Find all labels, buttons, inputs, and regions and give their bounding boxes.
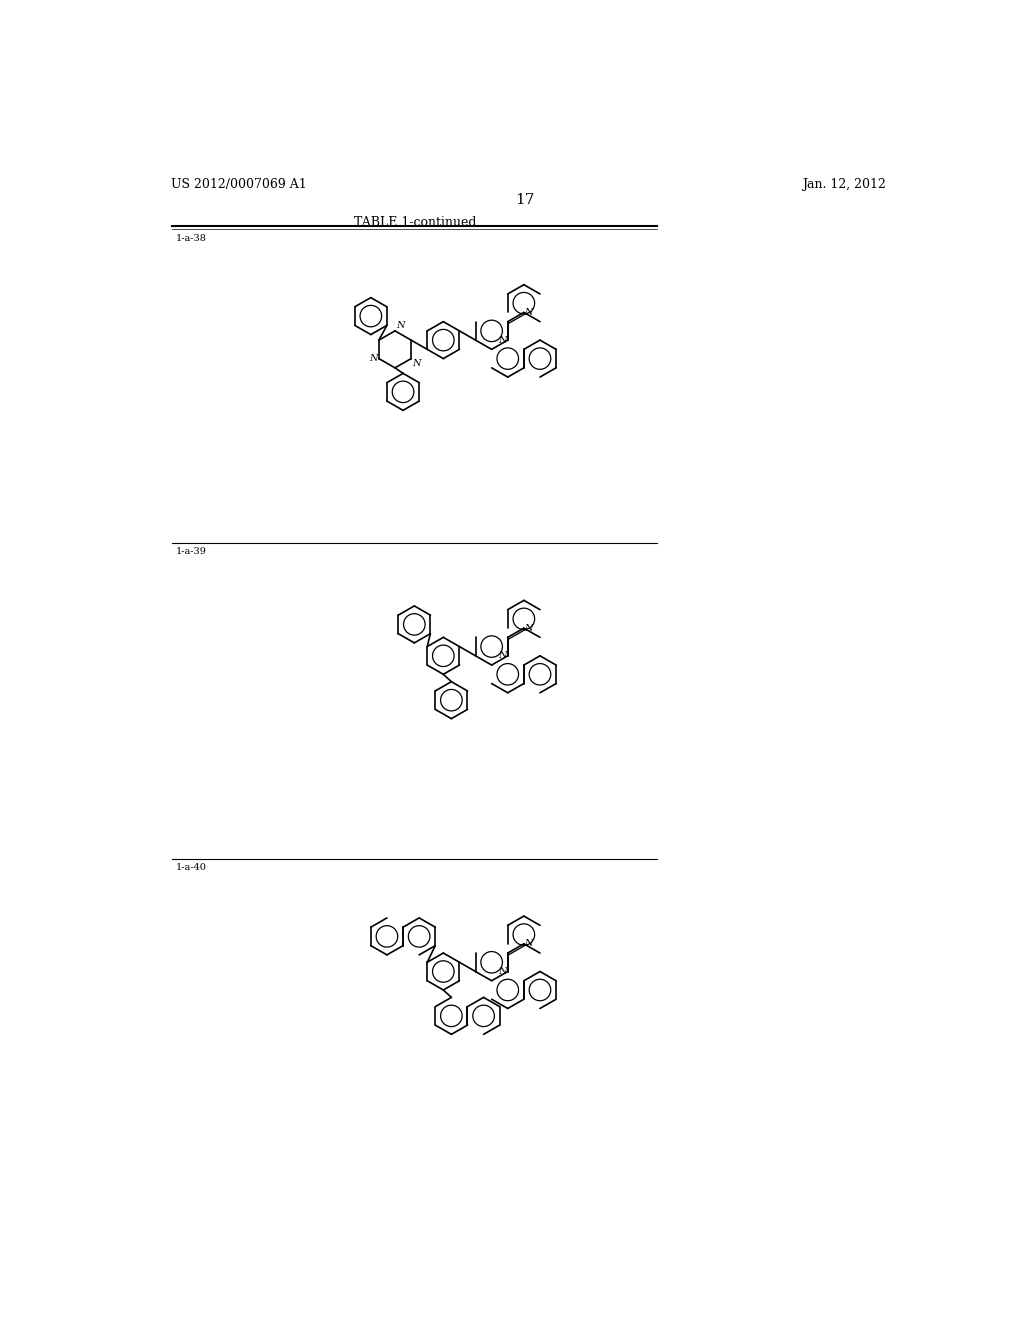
Text: US 2012/0007069 A1: US 2012/0007069 A1: [171, 178, 306, 190]
Text: TABLE 1-continued: TABLE 1-continued: [353, 216, 476, 230]
Text: N: N: [499, 968, 507, 975]
Text: 1-a-38: 1-a-38: [176, 234, 207, 243]
Text: N: N: [369, 354, 377, 363]
Text: N: N: [499, 651, 507, 660]
Text: 1-a-39: 1-a-39: [176, 548, 207, 556]
Text: 17: 17: [515, 193, 535, 207]
Text: 1-a-40: 1-a-40: [176, 863, 207, 873]
Text: N: N: [395, 321, 404, 330]
Text: N: N: [524, 308, 534, 317]
Text: N: N: [524, 623, 534, 632]
Text: N: N: [412, 359, 421, 368]
Text: N: N: [499, 335, 507, 345]
Text: Jan. 12, 2012: Jan. 12, 2012: [802, 178, 886, 190]
Text: N: N: [524, 940, 534, 948]
